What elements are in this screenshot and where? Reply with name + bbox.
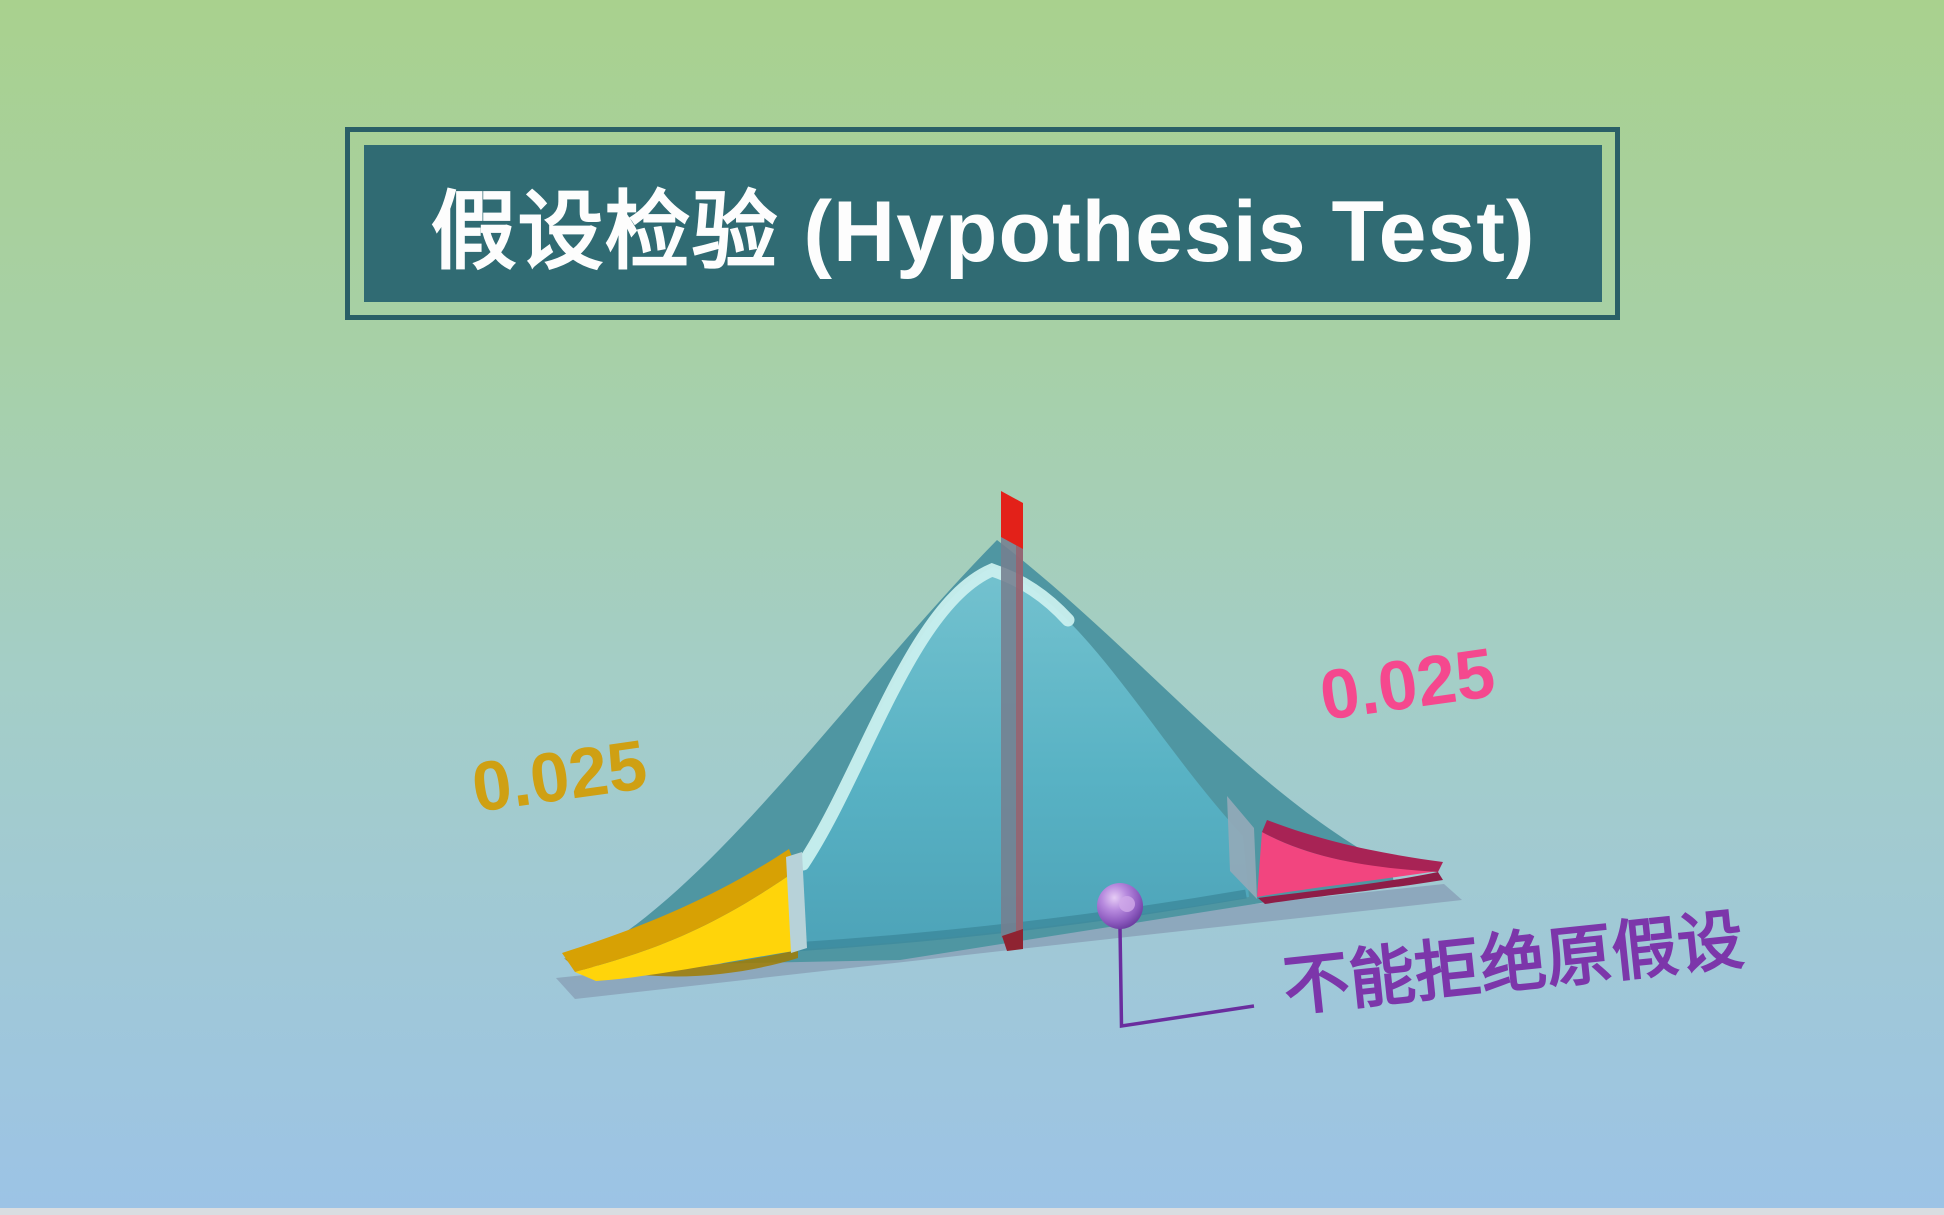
title-banner: 假设检验 (Hypothesis Test) [364,145,1602,302]
curve-highlight-band [796,563,1075,871]
left-tail-top [562,849,797,972]
right-tail-label: 0.025 [1315,633,1499,735]
right-cut-face [1227,796,1257,899]
right-tail-front [1257,832,1438,897]
title-outer-border [345,127,1620,320]
left-tail-shadow [564,950,798,977]
center-line-column-red-edge [1016,545,1023,933]
left-cut-face [786,852,807,953]
center-line-base-sliver [1002,929,1023,951]
right-tail-top [1262,820,1443,872]
fail-to-reject-annotation: 不能拒绝原假设 [1280,902,1747,1024]
annotation-leader-line [1118,927,1255,1029]
page-title: 假设检验 (Hypothesis Test) [430,184,1536,280]
left-tail-label: 0.025 [467,725,651,827]
bottom-edge-strip [0,1208,1944,1215]
marker-sphere-highlight [1119,896,1135,912]
right-tail-shadow [1258,872,1443,904]
left-tail-front [575,870,800,981]
center-line-top [1001,491,1023,549]
